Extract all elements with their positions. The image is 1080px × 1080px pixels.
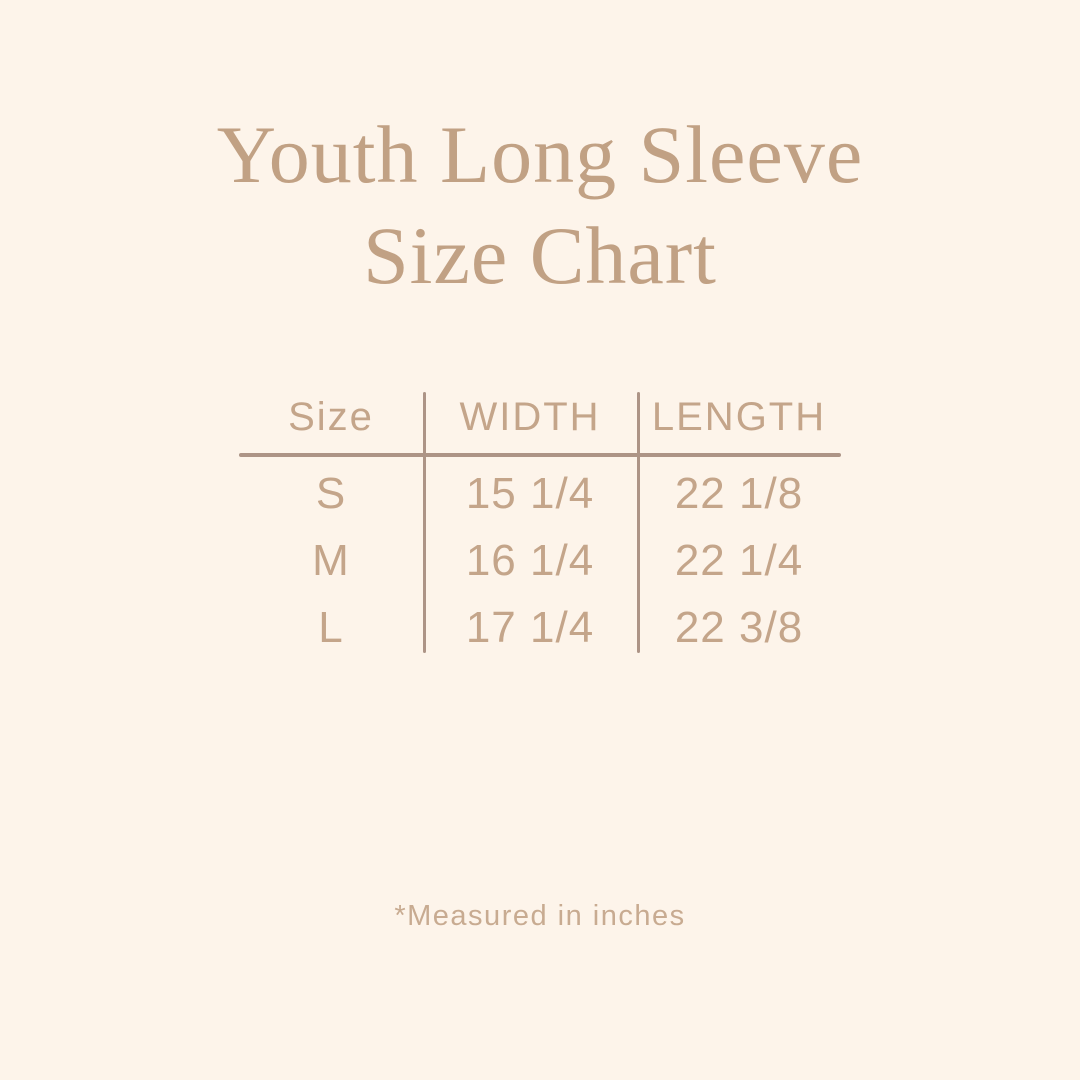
- column-header-width: WIDTH: [459, 394, 601, 439]
- size-cell: L: [318, 602, 344, 652]
- length-cell: 22 1/8: [674, 468, 804, 518]
- table-column-divider-1: [423, 392, 426, 653]
- length-cell: 22 3/8: [674, 602, 804, 652]
- column-header-length: LENGTH: [651, 394, 827, 439]
- size-cell: M: [312, 535, 350, 585]
- length-cell: 22 1/4: [674, 535, 804, 585]
- page-title: Youth Long Sleeve Size Chart: [0, 104, 1080, 306]
- size-cell: S: [315, 468, 347, 518]
- size-table: Size WIDTH LENGTH S 15 1/4 22 1/8 M 16 1…: [239, 390, 841, 655]
- page-title-line2: Size Chart: [363, 210, 717, 301]
- measurement-footnote: *Measured in inches: [394, 900, 686, 932]
- table-column-divider-2: [637, 392, 640, 653]
- width-cell: 17 1/4: [465, 602, 595, 652]
- width-cell: 15 1/4: [465, 468, 595, 518]
- width-cell: 16 1/4: [465, 535, 595, 585]
- column-header-size: Size: [288, 394, 374, 439]
- table-header-divider-line: [239, 453, 841, 457]
- page-title-line1: Youth Long Sleeve: [216, 109, 864, 200]
- size-table-grid: Size WIDTH LENGTH S 15 1/4 22 1/8 M 16 1…: [239, 390, 841, 655]
